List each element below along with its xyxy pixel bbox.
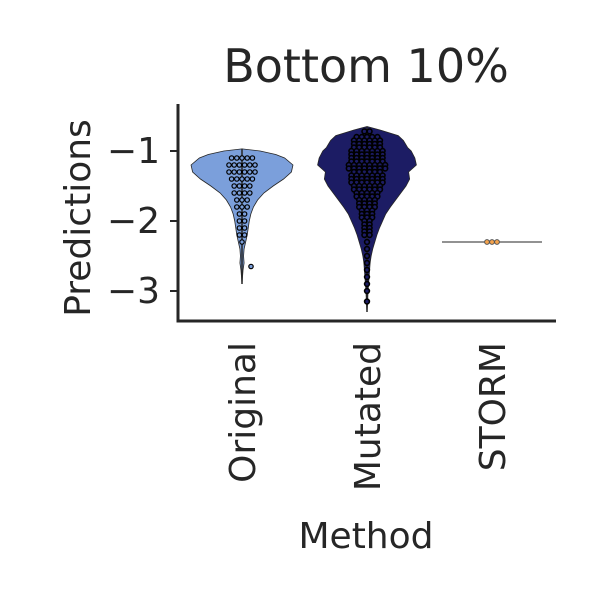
x-tick-label-storm: STORM [473,342,514,471]
data-point [228,155,235,161]
x-ticks-group: Original Mutated STORM [223,342,514,491]
data-point [239,239,245,245]
data-point [247,183,253,189]
data-point [234,155,240,161]
data-point [363,287,371,295]
data-point [241,232,248,238]
data-point [228,176,235,182]
data-point [234,176,240,182]
data-point [361,128,368,135]
y-axis-label: Predictions [58,119,99,317]
data-point [236,211,243,217]
data-point [244,197,251,203]
data-point [239,155,245,161]
data-point [252,162,258,168]
data-point [236,162,243,168]
data-point [234,197,240,203]
x-axis-label: Method [298,516,433,557]
data-point [236,190,243,196]
x-tick-label-original: Original [223,342,264,483]
data-point [249,176,256,182]
data-point [247,190,253,196]
data-point [363,259,371,267]
data-point [241,225,248,231]
data-point [226,162,232,168]
data-point [236,218,243,224]
data-point [363,280,371,288]
violin-storm [442,239,542,245]
data-point [249,155,256,161]
y-tick-label: −1 [107,131,160,172]
y-tick-label: −3 [107,271,160,312]
violins-group [190,126,542,313]
data-point [366,231,373,239]
data-point [231,162,238,168]
chart-title: Bottom 10% [223,39,509,93]
data-point [239,204,245,210]
data-point [236,183,243,189]
data-point [241,169,248,175]
data-point [231,169,238,175]
data-point [236,169,243,175]
data-point [226,169,232,175]
data-point [241,183,248,189]
data-point [252,169,258,175]
data-point [236,232,243,238]
data-point [363,266,371,274]
y-ticks-group: −1 −2 −3 [107,131,178,312]
data-point [366,128,373,135]
data-point [361,231,368,239]
data-point [484,239,490,245]
data-point [236,225,243,231]
data-point [231,183,238,189]
data-point [247,169,253,175]
data-point [239,197,245,203]
data-point [231,190,238,196]
y-tick-label: −2 [107,201,160,242]
data-point [247,162,253,168]
data-point [363,245,371,253]
data-point [248,263,254,270]
data-point [363,238,371,246]
data-point [494,239,500,245]
violin-original [190,148,294,285]
data-point [244,176,251,182]
data-point [489,239,495,245]
data-point [241,190,248,196]
data-point [234,204,240,210]
data-point [363,273,371,281]
x-tick-label-mutated: Mutated [348,342,389,491]
data-point [239,176,245,182]
data-point [241,211,248,217]
data-point [241,218,248,224]
data-point [382,165,389,172]
violin-mutated [317,126,417,313]
data-point [363,298,371,305]
data-point [244,155,251,161]
data-point [363,252,371,260]
data-point [244,204,251,210]
data-point [345,165,352,172]
data-point [241,162,248,168]
